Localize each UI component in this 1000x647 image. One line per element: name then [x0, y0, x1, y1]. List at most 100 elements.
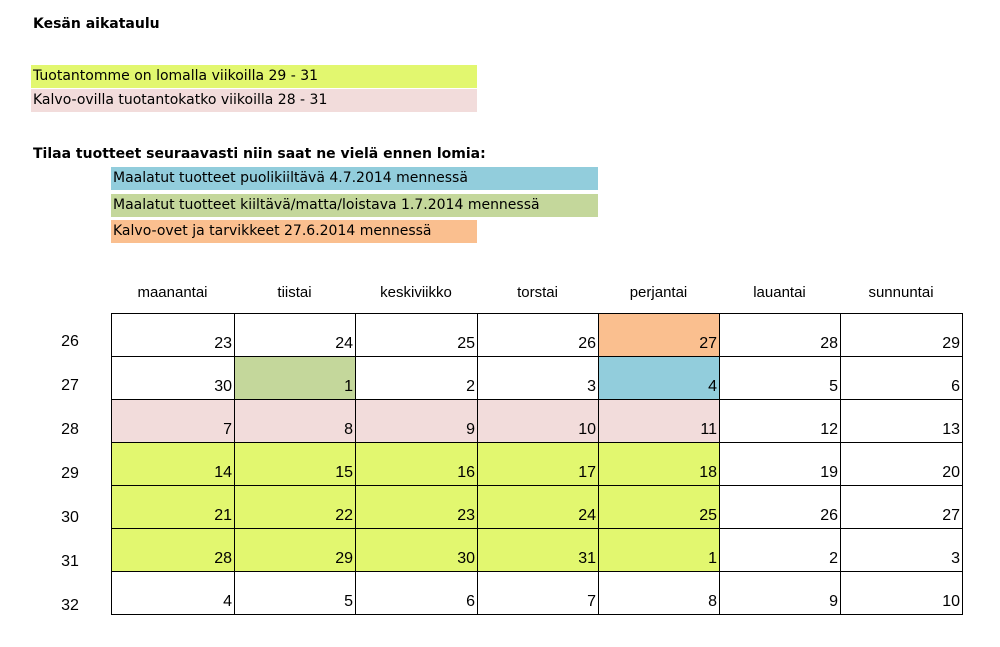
calendar-cell: 2	[355, 356, 478, 400]
calendar-row: 4 5 6 7 8 9 10	[111, 571, 963, 615]
date-label: 23	[214, 335, 232, 352]
calendar-cell: 30	[355, 528, 478, 572]
date-label: 1	[708, 550, 717, 567]
calendar-cell: 21	[111, 485, 235, 529]
date-label: 13	[942, 421, 960, 438]
week-number: 29	[61, 465, 79, 482]
calendar-cell: 20	[840, 442, 963, 486]
date-label: 29	[942, 335, 960, 352]
date-label: 23	[457, 507, 475, 524]
calendar-cell: 31	[477, 528, 599, 572]
calendar-cell: 7	[111, 399, 235, 443]
calendar-cell: 4	[598, 356, 720, 400]
date-label: 16	[457, 464, 475, 481]
notice-production-holiday: Tuotantomme on lomalla viikoilla 29 - 31	[31, 65, 477, 88]
calendar-cell: 26	[719, 485, 841, 529]
date-label: 24	[335, 335, 353, 352]
calendar-cell: 12	[719, 399, 841, 443]
date-label: 11	[700, 421, 717, 438]
calendar-cell: 25	[598, 485, 720, 529]
date-label: 15	[335, 464, 353, 481]
calendar-cell: 23	[355, 485, 478, 529]
date-label: 26	[820, 507, 838, 524]
calendar-cell: 4	[111, 571, 235, 615]
calendar-cell: 14	[111, 442, 235, 486]
week-number: 27	[61, 377, 79, 394]
date-label: 5	[829, 378, 838, 395]
date-label: 6	[951, 378, 960, 395]
calendar-cell: 2	[719, 528, 841, 572]
calendar-cell: 3	[477, 356, 599, 400]
calendar-cell: 28	[111, 528, 235, 572]
date-label: 2	[466, 378, 475, 395]
date-label: 4	[708, 378, 717, 395]
date-label: 7	[587, 593, 596, 610]
calendar-cell: 13	[840, 399, 963, 443]
date-label: 2	[829, 550, 838, 567]
date-label: 18	[699, 464, 717, 481]
date-label: 24	[578, 507, 596, 524]
calendar-row: 21 22 23 24 25 26 27	[111, 485, 963, 529]
date-label: 26	[578, 335, 596, 352]
calendar-cell: 28	[719, 313, 841, 357]
calendar-cell: 6	[355, 571, 478, 615]
calendar-cell: 1	[598, 528, 720, 572]
notice-film-door-break: Kalvo-ovilla tuotantokatko viikoilla 28 …	[31, 89, 477, 112]
date-label: 21	[214, 507, 232, 524]
date-label: 8	[708, 593, 717, 610]
calendar-cell: 18	[598, 442, 720, 486]
calendar-cell: 8	[234, 399, 356, 443]
date-label: 27	[699, 335, 717, 352]
calendar-row: 14 15 16 17 18 19 20	[111, 442, 963, 486]
calendar-cell: 3	[840, 528, 963, 572]
order-heading: Tilaa tuotteet seuraavasti niin saat ne …	[33, 146, 486, 162]
calendar-cell: 29	[234, 528, 356, 572]
calendar-cell: 23	[111, 313, 235, 357]
date-label: 20	[942, 464, 960, 481]
date-label: 6	[466, 593, 475, 610]
calendar-cell: 7	[477, 571, 599, 615]
day-header-thursday: torstai	[517, 284, 558, 301]
calendar-row: 28 29 30 31 1 2 3	[111, 528, 963, 572]
date-label: 31	[578, 550, 596, 567]
page-title: Kesän aikataulu	[33, 16, 160, 32]
date-label: 30	[214, 378, 232, 395]
calendar-cell: 9	[355, 399, 478, 443]
week-number: 31	[61, 553, 79, 570]
calendar-cell: 22	[234, 485, 356, 529]
date-label: 10	[942, 593, 960, 610]
calendar-cell: 5	[719, 356, 841, 400]
calendar-cell: 11	[598, 399, 720, 443]
deadline-semi-gloss: Maalatut tuotteet puolikiiltävä 4.7.2014…	[111, 167, 598, 190]
day-header-tuesday: tiistai	[277, 284, 312, 301]
date-label: 29	[335, 550, 353, 567]
calendar-row: 23 24 25 26 27 28 29	[111, 313, 963, 357]
calendar-row: 30 1 2 3 4 5 6	[111, 356, 963, 400]
calendar-cell: 27	[598, 313, 720, 357]
date-label: 3	[587, 378, 596, 395]
date-label: 3	[951, 550, 960, 567]
calendar-cell: 9	[719, 571, 841, 615]
day-header-wednesday: keskiviikko	[380, 284, 452, 301]
calendar-cell: 16	[355, 442, 478, 486]
date-label: 12	[820, 421, 838, 438]
date-label: 1	[344, 378, 353, 395]
calendar-cell: 26	[477, 313, 599, 357]
calendar-cell: 1	[234, 356, 356, 400]
summer-calendar: 23 24 25 26 27 28 29 30 1 2 3 4 5 6 7 8 9 10 11 12 13 14 15 16 1…	[111, 313, 963, 615]
calendar-cell: 8	[598, 571, 720, 615]
calendar-cell: 17	[477, 442, 599, 486]
calendar-cell: 29	[840, 313, 963, 357]
calendar-cell: 24	[234, 313, 356, 357]
deadline-gloss-matte: Maalatut tuotteet kiiltävä/matta/loistav…	[111, 194, 598, 217]
week-number: 32	[61, 597, 79, 614]
date-label: 27	[942, 507, 960, 524]
date-label: 9	[466, 421, 475, 438]
calendar-cell: 5	[234, 571, 356, 615]
day-header-monday: maanantai	[137, 284, 208, 301]
calendar-cell: 10	[477, 399, 599, 443]
day-header-sunday: sunnuntai	[868, 284, 934, 301]
date-label: 10	[578, 421, 596, 438]
calendar-cell: 10	[840, 571, 963, 615]
date-label: 28	[820, 335, 838, 352]
